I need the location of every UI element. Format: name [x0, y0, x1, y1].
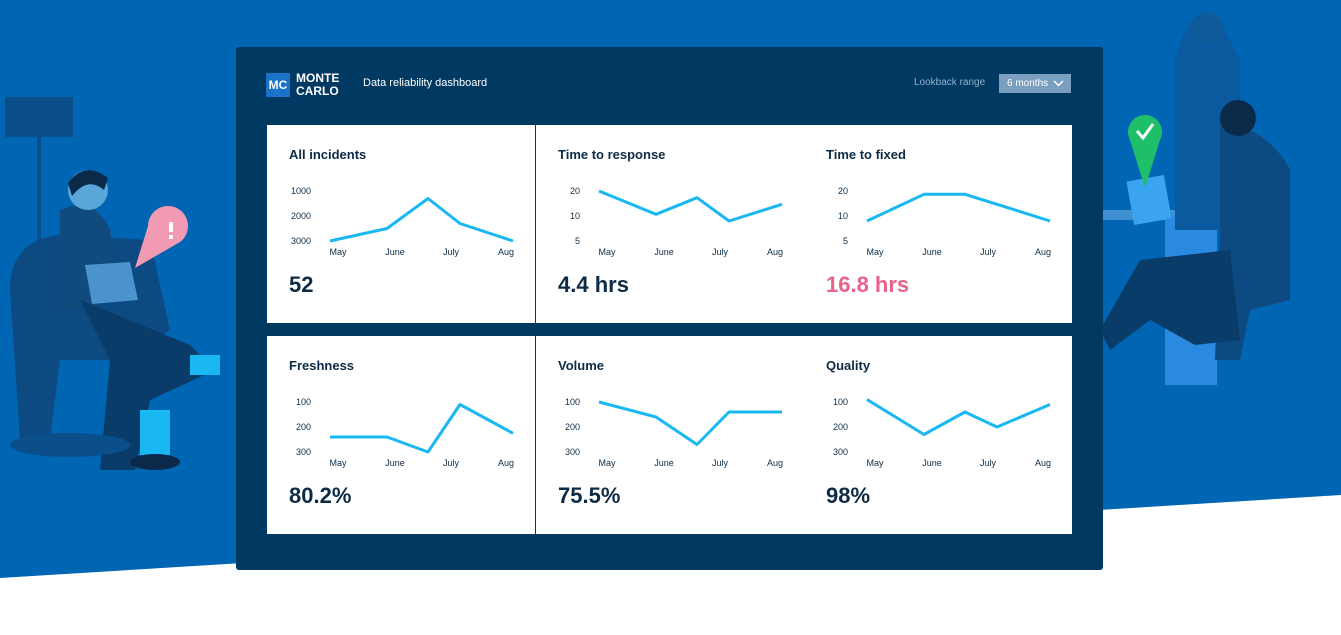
chevron-down-icon — [1053, 80, 1064, 87]
metric-value: 4.4 hrs — [558, 272, 629, 297]
y-tick-label: 300 — [565, 447, 580, 457]
x-month-label: Aug — [1035, 247, 1051, 257]
y-tick-label: 10 — [570, 211, 580, 221]
y-tick-label: 200 — [565, 422, 580, 432]
y-tick-label: 5 — [575, 236, 580, 246]
sparkline-chart: 20 10 5 May June July Aug — [838, 186, 1051, 257]
x-month-label: May — [598, 458, 616, 468]
dashboard-title: Data reliability dashboard — [363, 77, 488, 89]
card-title: Quality — [826, 358, 871, 373]
people-right-illustration — [1100, 12, 1290, 385]
x-month-label: Aug — [767, 247, 783, 257]
series-line — [598, 400, 782, 446]
logo-wordmark: MONTE CARLO — [296, 71, 340, 98]
y-tick-label: 2000 — [291, 211, 311, 221]
y-tick-label: 20 — [570, 186, 580, 196]
x-month-label: June — [654, 247, 674, 257]
y-tick-label: 100 — [833, 397, 848, 407]
person-left-illustration — [10, 170, 220, 470]
y-tick-label: 300 — [833, 447, 848, 457]
sparkline-chart: 100 200 300 May June July Aug — [565, 397, 783, 468]
x-month-label: May — [866, 247, 884, 257]
series-line — [866, 398, 1051, 436]
x-month-label: Aug — [498, 458, 514, 468]
x-month-label: July — [980, 247, 997, 257]
metric-value: 52 — [289, 272, 314, 297]
x-month-label: July — [980, 458, 997, 468]
lookback-range-value: 6 months — [1007, 78, 1049, 89]
x-month-label: July — [712, 458, 729, 468]
x-month-label: June — [385, 247, 405, 257]
card-time-to-fixed[interactable]: Time to fixed 20 10 5 May June July Aug 16.8 hrs — [804, 125, 1072, 323]
y-tick-label: 1000 — [291, 186, 311, 196]
y-tick-label: 10 — [838, 211, 848, 221]
x-month-label: July — [443, 247, 460, 257]
lookback-range-label: Lookback range — [914, 77, 986, 88]
y-tick-label: 200 — [296, 422, 311, 432]
x-month-label: May — [329, 458, 347, 468]
card-freshness[interactable]: Freshness 100 200 300 May June July Aug 80.2% — [267, 336, 535, 534]
lookback-range-select[interactable]: 6 months — [999, 74, 1071, 93]
dashboard-panel: MC MONTE CARLO Data reliability dashboar… — [236, 47, 1103, 570]
metric-value: 75.5% — [558, 483, 621, 508]
x-month-label: June — [922, 458, 942, 468]
series-line — [866, 192, 1051, 223]
card-all-incidents[interactable]: All incidents 1000 2000 3000 May June July Aug 5… — [267, 125, 535, 323]
x-month-label: June — [385, 458, 405, 468]
monte-carlo-logo: MC MONTE CARLO — [266, 72, 339, 98]
y-tick-label: 20 — [838, 186, 848, 196]
card-title: Time to response — [558, 147, 666, 162]
card-volume[interactable]: Volume 100 200 300 May June July Aug 75.5% — [536, 336, 804, 534]
sparkline-chart: 100 200 300 May June July Aug — [296, 397, 514, 468]
y-tick-label: 300 — [296, 447, 311, 457]
x-month-label: June — [922, 247, 942, 257]
x-month-label: Aug — [1035, 458, 1051, 468]
logo-mark: MC — [266, 73, 290, 97]
lamp-shade-shape — [5, 97, 73, 137]
x-month-label: May — [598, 247, 616, 257]
y-tick-label: 100 — [565, 397, 580, 407]
card-quality[interactable]: Quality 100 200 300 May June July Aug 98% — [804, 336, 1072, 534]
series-line — [330, 403, 514, 454]
x-month-label: June — [654, 458, 674, 468]
card-title: Freshness — [289, 358, 355, 373]
y-tick-label: 5 — [843, 236, 848, 246]
x-month-label: May — [866, 458, 884, 468]
card-title: Time to fixed — [826, 147, 906, 162]
sparkline-chart: 100 200 300 May June July Aug — [833, 397, 1051, 468]
series-line — [329, 197, 514, 243]
check-pin-icon — [1128, 115, 1162, 188]
x-month-label: July — [712, 247, 729, 257]
metric-value: 98% — [826, 483, 871, 508]
y-tick-label: 200 — [833, 422, 848, 432]
x-month-label: Aug — [767, 458, 783, 468]
sparkline-chart: 1000 2000 3000 May June July Aug — [291, 186, 514, 257]
y-tick-label: 3000 — [291, 236, 311, 246]
card-time-to-response[interactable]: Time to response 20 10 5 May June July Aug 4.4 h… — [536, 125, 804, 323]
card-title: Volume — [558, 358, 604, 373]
x-month-label: Aug — [498, 247, 514, 257]
x-month-label: July — [443, 458, 460, 468]
y-tick-label: 100 — [296, 397, 311, 407]
x-month-label: May — [329, 247, 347, 257]
card-title: All incidents — [289, 147, 367, 162]
series-line — [598, 189, 783, 223]
metric-value: 80.2% — [289, 483, 352, 508]
alert-pin-icon — [135, 206, 188, 268]
sparkline-chart: 20 10 5 May June July Aug — [570, 186, 783, 257]
metric-value: 16.8 hrs — [826, 272, 910, 297]
